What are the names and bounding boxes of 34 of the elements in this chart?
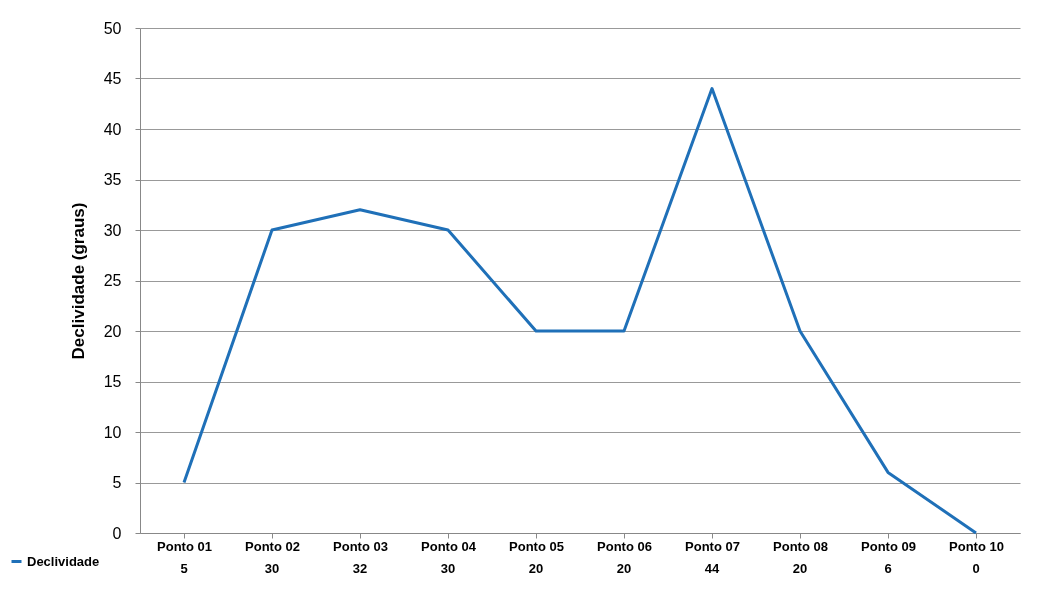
line-series [182,87,978,535]
y-tick-label: 5 [112,474,122,491]
data-label: 30 [440,561,456,576]
y-tick-label: 15 [103,373,122,390]
legend-label: Declividade [27,553,100,569]
y-tick-label: 50 [103,19,122,37]
y-axis-title: Declividade (graus) [68,202,88,360]
x-tick-label: Ponto 08 [773,538,828,554]
x-tick-label: Ponto 05 [509,538,564,554]
y-tick-label: 40 [103,120,122,138]
x-tick-label: Ponto 02 [245,538,300,554]
y-tick-label: 20 [103,322,122,340]
data-label: 20 [616,561,632,576]
x-tick-label: Ponto 07 [685,538,740,554]
data-label: 20 [792,561,808,576]
x-tick-label: Ponto 10 [949,538,1004,554]
x-tick-label: Ponto 09 [861,538,916,554]
y-tick-label: 10 [103,423,122,441]
y-tick-label: 45 [103,70,122,87]
y-tick-label: 0 [112,524,122,542]
y-tick-label: 35 [103,171,122,188]
x-tick-label: Ponto 01 [157,538,212,554]
data-label: 5 [180,561,188,576]
y-tick-label: 25 [103,272,122,289]
data-label: 44 [704,561,720,576]
x-tick-label: Ponto 04 [421,538,477,554]
x-tick-label: Ponto 03 [333,538,388,554]
y-tick-label: 30 [103,221,122,239]
data-label: 6 [884,561,892,576]
x-tick-label: Ponto 06 [597,538,652,554]
data-label: 0 [972,561,980,576]
data-label: 32 [352,561,368,576]
data-label: 20 [528,561,544,576]
data-label: 30 [264,561,280,576]
